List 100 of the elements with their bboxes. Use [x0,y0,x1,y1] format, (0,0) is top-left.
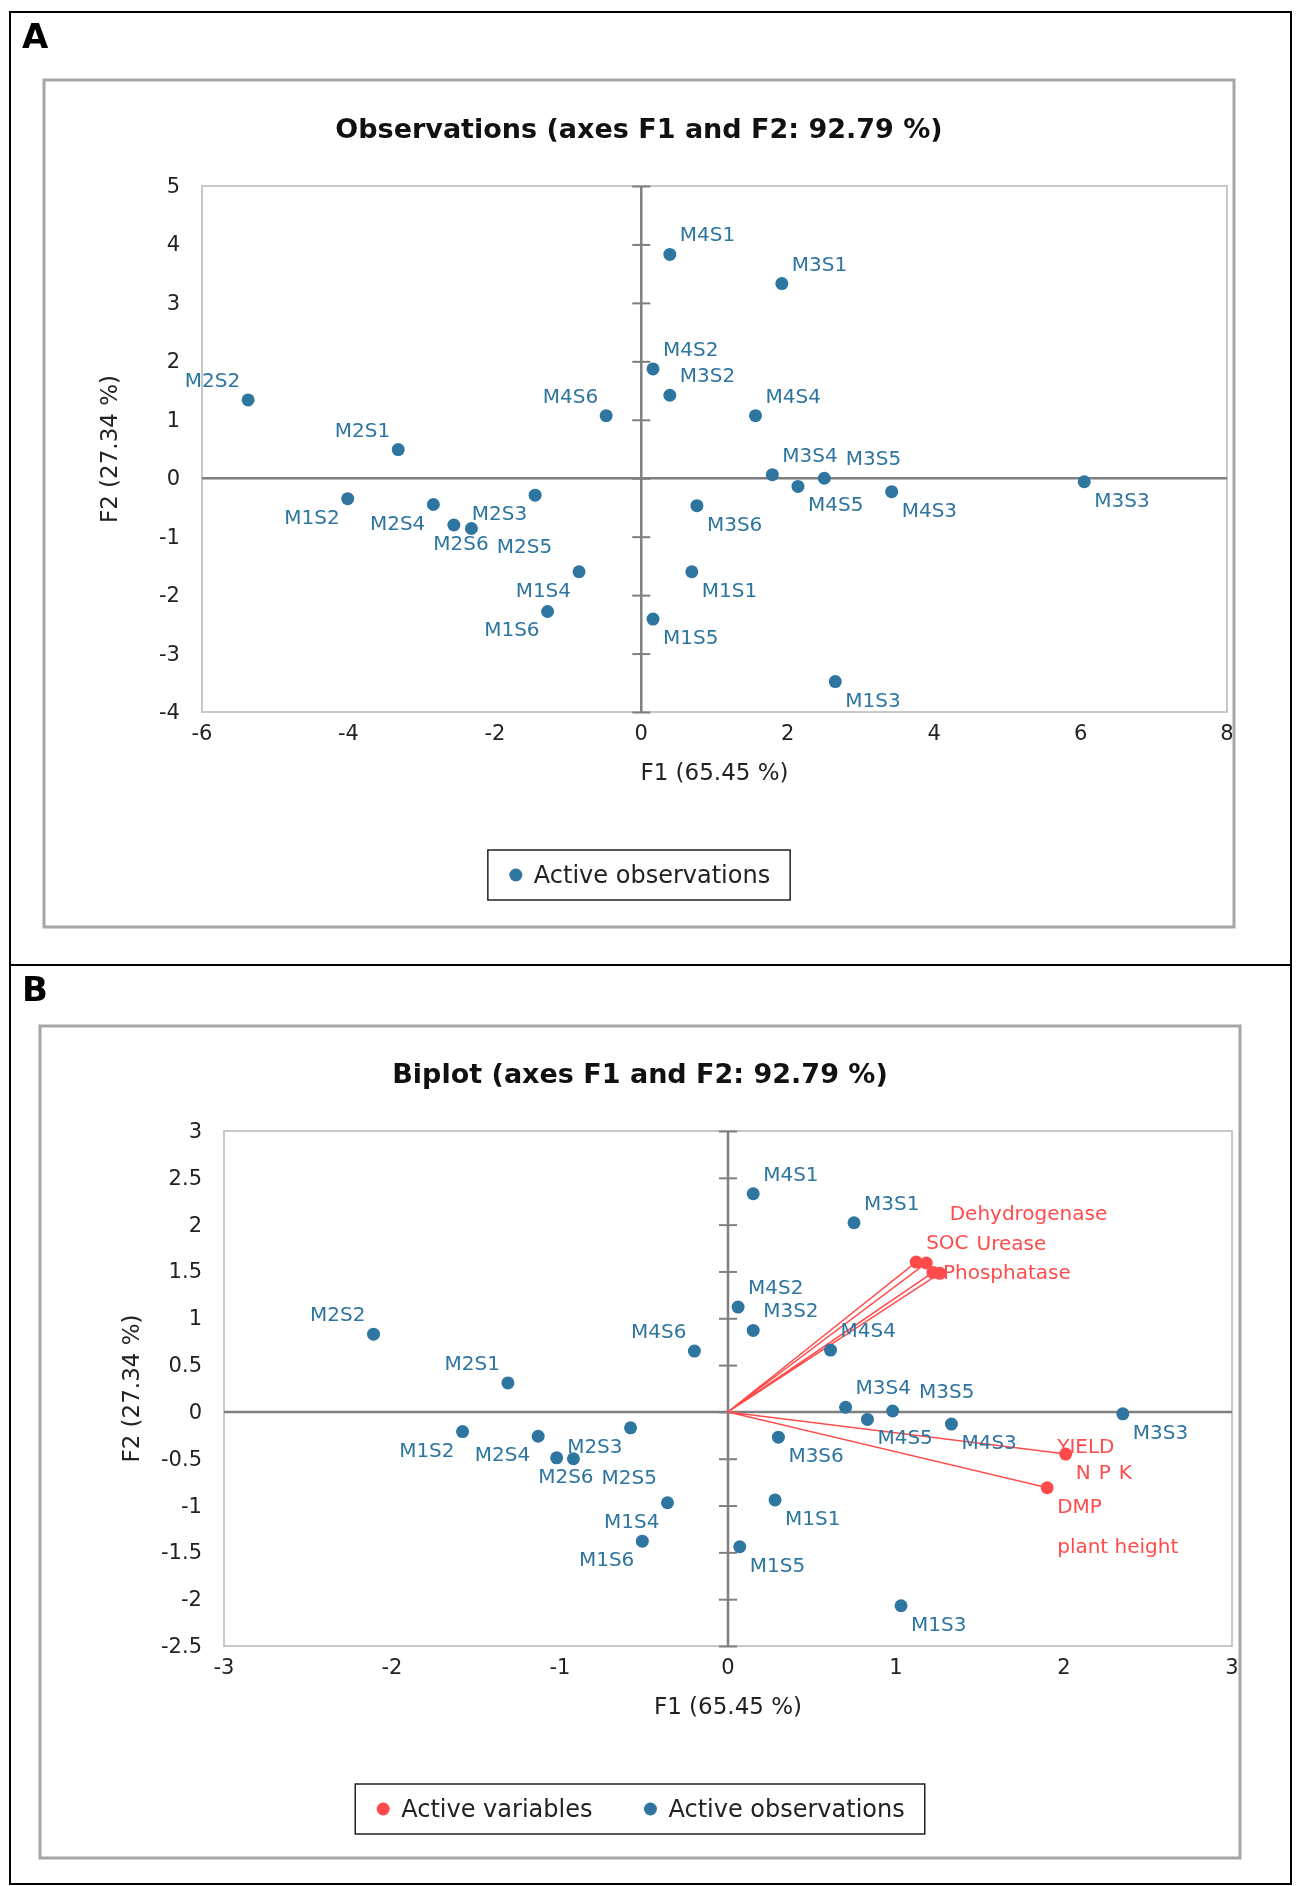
point [847,1216,861,1230]
point [894,1599,908,1613]
annotation: M2S4 [474,1442,531,1467]
x-tick-label: -4 [337,721,359,745]
annotation: M1S4 [604,1508,660,1533]
point [528,488,542,502]
annotation: M1S6 [484,617,540,642]
point [367,1327,381,1341]
annotation: M4S2 [748,1275,804,1300]
point [1077,475,1091,489]
y-tick-label: 2.5 [168,1165,202,1190]
point [501,1376,515,1390]
point [771,1430,785,1444]
x-tick-label: 8 [1220,721,1234,745]
annotation: M3S5 [919,1378,975,1403]
annotation: M2S6 [433,530,489,555]
annotation: M2S3 [471,501,528,526]
point [663,388,677,402]
point [447,518,461,532]
annotation: M4S4 [765,383,821,408]
point [860,1412,874,1426]
point [746,1323,760,1337]
annotation: M4S2 [663,336,719,361]
y-tick-label: 2 [188,1212,202,1237]
x-tick-label: 3 [1225,1655,1239,1679]
point [828,675,842,689]
annotation: M1S3 [911,1611,967,1636]
y-tick-label: -1 [159,524,180,549]
annotation: M3S3 [1094,487,1150,512]
y-tick-label: -2 [181,1587,202,1612]
annotation: M2S4 [369,510,426,535]
annotation: M3S1 [791,251,848,276]
point [456,1425,470,1439]
x-tick-label: -3 [213,1655,235,1679]
point [733,1540,747,1554]
point [646,362,660,376]
legend-label: Active variables [401,1795,593,1823]
text: B [22,969,48,1009]
point [341,492,355,506]
x-tick-label: 0 [721,1655,735,1679]
annotation: M3S2 [763,1298,819,1323]
x-tick-label: 2 [1057,1655,1071,1679]
annotation: M1S3 [845,687,901,712]
annotation: M3S6 [788,1443,844,1468]
point [731,1300,745,1314]
annotation: M4S6 [630,1319,687,1344]
x-tick-label: -2 [484,721,506,745]
legend-label: Active observations [668,1795,905,1823]
point [791,479,805,493]
annotation: plant height [1057,1533,1179,1558]
point [746,1187,760,1201]
y-tick-label: 1 [188,1306,202,1331]
annotation: M2S1 [444,1350,500,1375]
point [823,1343,837,1357]
annotation: M4S1 [679,222,736,247]
annotation: Urease [976,1231,1047,1256]
point [566,1452,580,1466]
point [1040,1481,1054,1495]
annotation: M4S1 [763,1161,819,1186]
annotation: M1S1 [785,1505,841,1530]
y-tick-label: 5 [166,174,180,198]
y-tick-label: 1 [166,407,180,432]
y-tick-label: -4 [159,700,180,724]
annotation: M3S2 [679,363,736,388]
annotation: M3S3 [1132,1419,1189,1444]
annotation: M3S4 [782,442,838,467]
point [541,604,555,618]
y-axis-title: F2 (27.34 %) [118,1314,144,1463]
annotation: M2S5 [496,534,553,559]
x-tick-label: -6 [191,721,213,745]
annotation: DMP [1057,1493,1102,1518]
annotation: YIELD [1056,1433,1115,1458]
point [599,409,613,423]
annotation: M4S3 [901,497,958,522]
y-tick-label: 2 [166,349,180,374]
annotation: Dehydrogenase [949,1201,1108,1226]
annotation: M4S5 [807,492,864,517]
x-tick-label: 6 [1073,721,1088,745]
y-tick-label: -0.5 [161,1446,202,1471]
text: A [22,16,49,56]
point [685,565,699,579]
y-tick-label: 0.5 [168,1353,202,1378]
point [885,485,899,499]
annotation: M2S2 [184,367,241,392]
annotation: M2S5 [601,1464,657,1489]
y-tick-label: 0 [188,1399,202,1424]
point [550,1451,564,1465]
annotation: Phosphatase [942,1260,1071,1285]
point [765,468,779,482]
annotation: SOC [926,1230,969,1255]
point [919,1256,933,1270]
point [426,498,440,512]
point [464,521,478,535]
x-axis-title: F1 (65.45 %) [640,759,789,785]
point [635,1534,649,1548]
annotation: M1S5 [663,625,719,650]
annotation: M1S4 [515,577,572,602]
point [646,612,660,626]
point [624,1421,638,1435]
annotation: M2S2 [310,1302,366,1327]
